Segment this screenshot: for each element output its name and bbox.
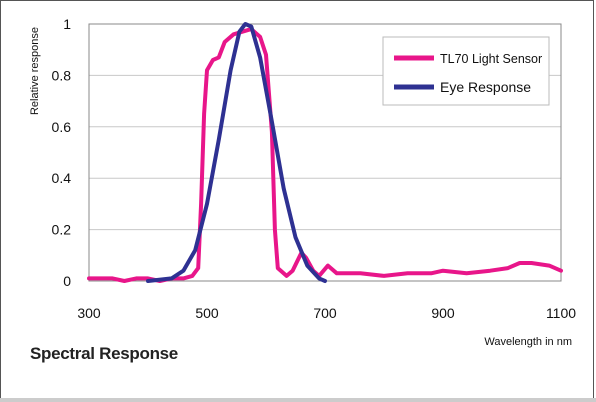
- tl70-sensor-line: [87, 27, 563, 283]
- y-tick-label: 0: [63, 273, 71, 289]
- y-axis-title: Relative response: [29, 27, 41, 115]
- y-tick-label: 0.6: [52, 119, 72, 135]
- figure-caption: Spectral Response: [30, 344, 178, 363]
- x-axis-title: Wavelength in nm: [484, 336, 572, 348]
- legend-label: Eye Response: [440, 79, 531, 95]
- x-tick-label: 1100: [546, 305, 576, 321]
- legend: TL70 Light Sensor Eye Response: [382, 36, 550, 106]
- x-tick-label: 500: [195, 305, 219, 321]
- x-tick-label: 300: [77, 305, 101, 321]
- legend-label: TL70 Light Sensor: [440, 52, 542, 66]
- frame-shadow: [0, 398, 596, 402]
- y-tick-label: 0.8: [52, 67, 72, 83]
- x-tick-label: 900: [431, 305, 455, 321]
- legend-box: [382, 36, 550, 106]
- y-tick-label: 1: [63, 16, 71, 32]
- x-tick-label: 700: [313, 305, 337, 321]
- y-tick-label: 0.2: [52, 222, 72, 238]
- eye-response-line: [146, 22, 327, 283]
- y-tick-label: 0.4: [52, 170, 72, 186]
